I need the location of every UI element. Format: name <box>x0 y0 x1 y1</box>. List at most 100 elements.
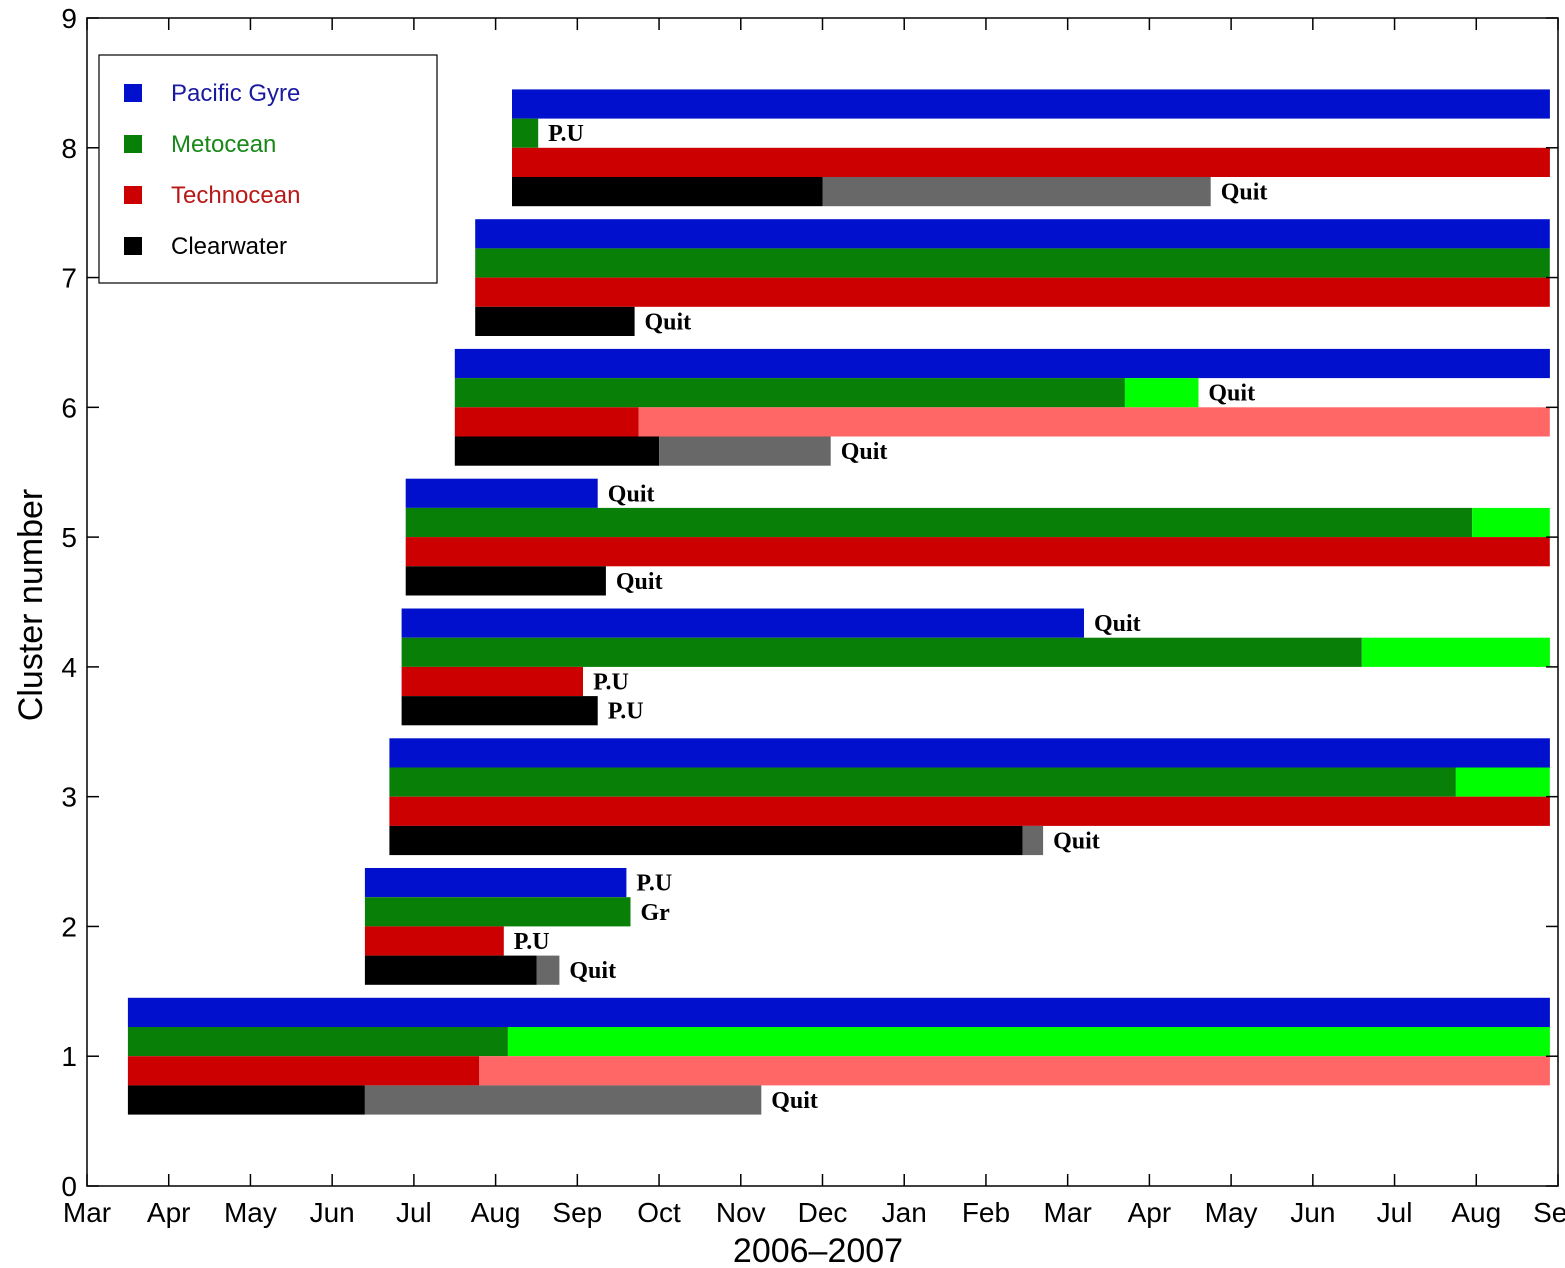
bar-cluster-2-clearwater-seg-1 <box>364 955 537 985</box>
y-tick-label: 8 <box>61 133 77 164</box>
bar-cluster-4-metocean-seg-1 <box>401 637 1362 667</box>
bar-label-cluster-2-pacific-gyre: P.U <box>636 871 672 897</box>
bar-cluster-5-metocean-seg-2 <box>1472 507 1550 538</box>
bar-label-cluster-2-metocean: Gr <box>641 900 671 926</box>
bar-cluster-3-clearwater-seg-2 <box>1022 825 1044 856</box>
y-tick-label: 6 <box>61 392 77 423</box>
x-tick-label: May <box>1205 1197 1258 1228</box>
bar-cluster-1-technocean-seg-1 <box>127 1056 480 1086</box>
bar-label-cluster-2-technocean: P.U <box>514 929 550 955</box>
bar-cluster-2-clearwater-seg-2 <box>536 955 560 985</box>
x-tick-label: Sep <box>552 1197 602 1228</box>
x-tick-label: Nov <box>716 1197 766 1228</box>
bar-cluster-4-metocean-seg-2 <box>1361 637 1550 667</box>
bar-cluster-1-metocean-seg-1 <box>127 1027 508 1057</box>
legend-label-clearwater: Clearwater <box>171 233 287 260</box>
bar-label-cluster-4-clearwater: P.U <box>608 699 644 725</box>
bar-cluster-2-metocean-seg-1 <box>364 897 631 927</box>
x-tick-label: Jun <box>1290 1197 1335 1228</box>
bar-cluster-1-technocean-seg-2 <box>479 1056 1550 1086</box>
bar-cluster-7-clearwater-seg-1 <box>475 306 635 336</box>
bar-cluster-3-clearwater-seg-1 <box>389 825 1023 856</box>
x-tick-label: Apr <box>147 1197 191 1228</box>
bar-cluster-5-pacific-gyre-seg-1 <box>405 478 598 508</box>
bar-cluster-6-pacific-gyre-seg-1 <box>454 348 1550 379</box>
bar-cluster-6-clearwater-seg-1 <box>454 436 660 466</box>
bar-cluster-3-technocean-seg-1 <box>389 796 1550 826</box>
bar-label-cluster-3-clearwater: Quit <box>1053 829 1100 855</box>
x-tick-label: Jun <box>310 1197 355 1228</box>
bar-cluster-4-technocean-seg-1 <box>401 666 583 697</box>
bar-label-cluster-7-clearwater: Quit <box>645 309 692 335</box>
bar-label-cluster-2-clearwater: Quit <box>569 958 616 984</box>
bar-label-cluster-8-clearwater: Quit <box>1221 180 1268 206</box>
bar-label-cluster-5-clearwater: Quit <box>616 569 663 595</box>
legend-swatch-metocean <box>124 135 142 153</box>
x-tick-label: Mar <box>63 1197 111 1228</box>
y-tick-label: 1 <box>61 1041 77 1072</box>
x-tick-label: Feb <box>962 1197 1010 1228</box>
y-tick-label: 5 <box>61 522 77 553</box>
bar-cluster-5-clearwater-seg-1 <box>405 566 606 596</box>
y-tick-label: 9 <box>61 3 77 34</box>
bar-cluster-1-metocean-seg-2 <box>507 1027 1550 1057</box>
bar-cluster-7-pacific-gyre-seg-1 <box>475 219 1550 249</box>
x-tick-label: May <box>224 1197 277 1228</box>
legend: Pacific Gyre Metocean Technocean Clearwater <box>98 54 438 284</box>
x-tick-label: Mar <box>1044 1197 1092 1228</box>
bar-cluster-6-technocean-seg-1 <box>454 407 639 437</box>
bar-cluster-5-metocean-seg-1 <box>405 507 1473 538</box>
bar-cluster-7-technocean-seg-1 <box>475 277 1550 307</box>
bar-label-cluster-6-metocean: Quit <box>1208 381 1255 407</box>
legend-label-metocean: Metocean <box>171 131 276 158</box>
y-tick-label: 0 <box>61 1171 77 1202</box>
bar-cluster-1-clearwater-seg-1 <box>127 1085 365 1115</box>
x-tick-label: Jul <box>1377 1197 1413 1228</box>
x-tick-label: Jan <box>882 1197 927 1228</box>
y-tick-label: 2 <box>61 911 77 942</box>
bar-cluster-3-metocean-seg-2 <box>1455 767 1550 797</box>
bars-layer <box>127 89 1550 1115</box>
bar-cluster-6-metocean-seg-2 <box>1124 378 1199 408</box>
ticks-layer: Mar Apr May Jun Jul Aug Sep Oct Nov Dec Jan Feb Mar A… <box>61 3 1565 1228</box>
x-tick-label: Aug <box>1451 1197 1501 1228</box>
bar-label-cluster-6-clearwater: Quit <box>841 439 888 465</box>
bar-cluster-8-clearwater-seg-2 <box>822 177 1211 207</box>
bar-label-cluster-1-clearwater: Quit <box>771 1088 818 1114</box>
bar-cluster-2-pacific-gyre-seg-1 <box>364 868 627 898</box>
bar-label-cluster-4-technocean: P.U <box>593 670 629 696</box>
bar-cluster-3-metocean-seg-1 <box>389 767 1456 797</box>
bar-cluster-6-clearwater-seg-2 <box>659 436 831 466</box>
x-tick-label: Jul <box>396 1197 432 1228</box>
legend-swatch-technocean <box>124 186 142 204</box>
legend-label-pacific-gyre: Pacific Gyre <box>171 80 300 107</box>
bar-labels-layer: Quit P.U Gr P.U Quit Quit Quit P.U P.U Quit Quit Qu… <box>514 121 1268 1114</box>
legend-swatch-clearwater <box>124 237 142 255</box>
bar-cluster-8-clearwater-seg-1 <box>512 177 823 207</box>
legend-box <box>98 54 438 284</box>
bar-label-cluster-8-metocean: P.U <box>548 121 584 147</box>
x-tick-label: Oct <box>637 1197 681 1228</box>
bar-cluster-3-pacific-gyre-seg-1 <box>389 738 1550 768</box>
x-tick-label: Dec <box>798 1197 848 1228</box>
y-tick-label: 7 <box>61 263 77 294</box>
legend-label-technocean: Technocean <box>171 182 300 209</box>
bar-cluster-6-metocean-seg-1 <box>454 378 1125 408</box>
y-axis-title: Cluster number <box>12 489 50 721</box>
bar-cluster-5-technocean-seg-1 <box>405 537 1550 567</box>
legend-swatch-pacific-gyre <box>124 84 142 102</box>
bar-cluster-8-metocean-seg-1 <box>512 118 539 148</box>
bar-cluster-6-technocean-seg-2 <box>638 407 1550 437</box>
bar-cluster-1-pacific-gyre-seg-1 <box>127 997 1550 1027</box>
x-axis-title: 2006–2007 <box>733 1232 903 1268</box>
bar-cluster-7-metocean-seg-1 <box>475 248 1550 278</box>
bar-label-cluster-5-pacific-gyre: Quit <box>608 481 655 507</box>
bar-cluster-4-clearwater-seg-1 <box>401 696 598 726</box>
bar-label-cluster-4-pacific-gyre: Quit <box>1094 611 1141 637</box>
y-tick-label: 3 <box>61 782 77 813</box>
x-tick-label: Aug <box>471 1197 521 1228</box>
x-tick-label: Apr <box>1128 1197 1172 1228</box>
bar-cluster-2-technocean-seg-1 <box>364 926 504 956</box>
bar-cluster-1-clearwater-seg-2 <box>364 1085 762 1115</box>
